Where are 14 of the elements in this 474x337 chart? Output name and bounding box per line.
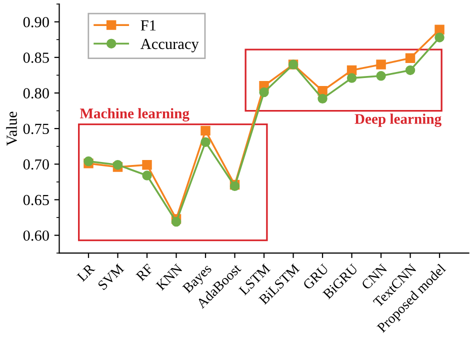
y-tick-label: 0.85 <box>23 52 49 63</box>
y-tick-label: 0.65 <box>23 194 49 206</box>
y-axis-title: Value <box>6 112 17 146</box>
x-tick-label: RF <box>136 264 154 282</box>
y-tick-label: 0.70 <box>23 159 49 170</box>
y-tick-label: 0.75 <box>23 124 49 134</box>
x-tick-label: LR <box>76 263 96 282</box>
annotation: Machine learning <box>80 108 190 122</box>
y-tick-label: 0.60 <box>23 230 49 241</box>
y-tick-label: 0.80 <box>23 88 49 99</box>
legend-label: Accuracy <box>140 38 199 52</box>
annotation: Deep learning <box>354 114 442 127</box>
y-tick-label: 0.90 <box>23 16 49 28</box>
legend-label: F1 <box>140 20 156 30</box>
